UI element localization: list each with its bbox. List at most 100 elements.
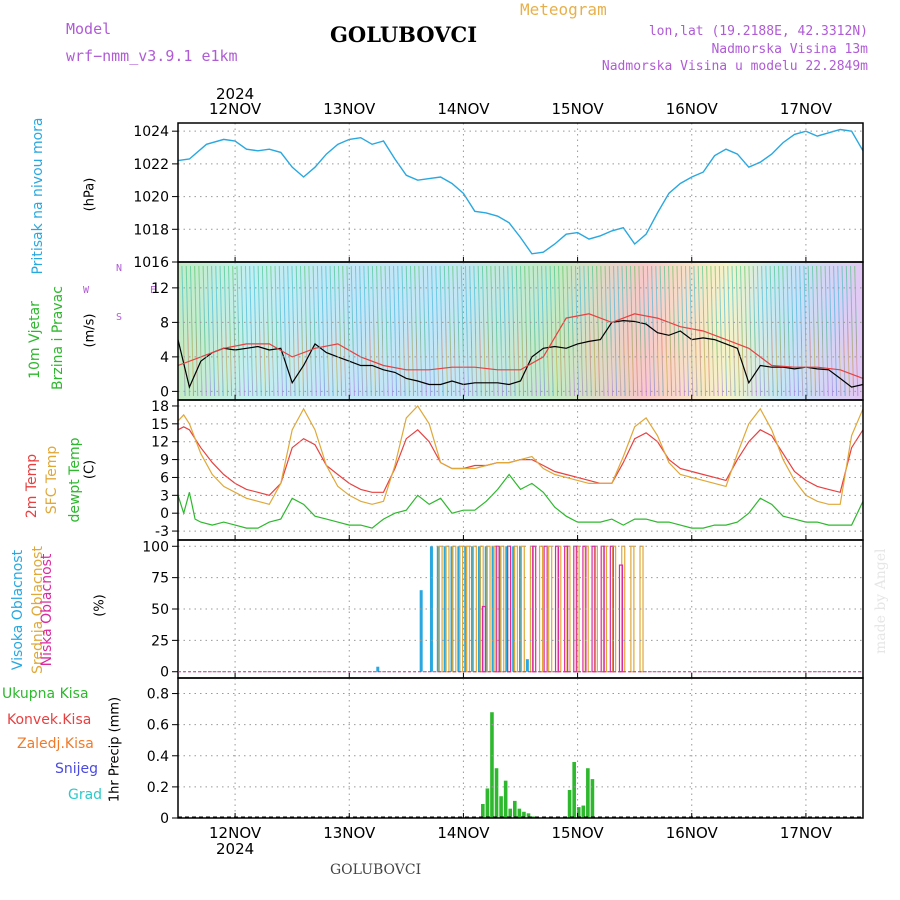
wind-barb	[765, 265, 770, 397]
legend-freezing-rain-text: Zaledj.Kisa	[17, 736, 94, 752]
wind-barb	[731, 265, 736, 397]
cloud-bar-high	[419, 590, 423, 672]
watermark: made by Angel	[873, 548, 889, 655]
wind-barb	[558, 265, 563, 397]
wind-barb	[625, 265, 630, 397]
wind-barb	[773, 265, 778, 397]
y-tick-label: 0	[160, 384, 169, 400]
wind-barb	[388, 265, 393, 397]
wind-barb	[718, 265, 723, 397]
precip-bar	[572, 762, 576, 818]
model-elevation: Nadmorska Visina u modelu 22.2849m	[601, 59, 868, 74]
wind-barb	[189, 265, 194, 397]
y-tick-label: 15	[151, 417, 169, 433]
y-tick-label: 3	[160, 488, 169, 504]
wind-barb	[185, 265, 190, 397]
wind-barb	[435, 265, 440, 397]
y-tick-label: 0.2	[147, 780, 169, 796]
day-label-bottom: 15NOV	[552, 824, 605, 842]
wind-barb	[676, 265, 681, 397]
panel-frame	[177, 122, 864, 263]
compass-north: N	[116, 263, 123, 274]
wind-barb	[494, 265, 499, 397]
day-label-top: 13NOV	[323, 100, 376, 118]
wind-barb	[570, 265, 575, 397]
compass-east: E	[150, 285, 157, 296]
day-label-top: 12NOV	[209, 100, 262, 118]
model-name: wrf−nmm_v3.9.1 e1km	[66, 47, 238, 65]
footer-station: GOLUBOVCI	[330, 862, 422, 878]
wind-barb	[710, 265, 715, 397]
wind-barb	[181, 265, 186, 397]
precip-bar	[586, 768, 590, 818]
wind-barb	[549, 265, 554, 397]
cloud-bar-high	[471, 546, 475, 672]
cloud-bar	[520, 545, 525, 673]
y-tick-label: 8	[160, 315, 169, 331]
precip-bar	[517, 808, 522, 818]
cloud-bar	[481, 605, 487, 673]
cloud-bar-high	[376, 666, 380, 672]
wind-barb	[613, 265, 618, 397]
wind-barb	[278, 265, 283, 397]
wind-barb	[426, 265, 431, 397]
legend-convective-rain-text: Konvek.Kisa	[7, 712, 92, 728]
y-tick-label: 1016	[133, 255, 169, 271]
wind-barb	[215, 265, 220, 397]
wind-barb	[283, 265, 288, 397]
wind-barb	[312, 265, 317, 397]
wind-barb	[228, 265, 233, 397]
wind-barb	[346, 265, 351, 397]
wind-barb	[464, 265, 469, 397]
wind-barb	[219, 265, 224, 397]
wind-barb	[333, 265, 338, 397]
precip-bar	[522, 811, 526, 818]
wind-barb	[418, 265, 423, 397]
cloud-bar	[618, 564, 624, 673]
wind-barb	[443, 265, 448, 397]
cloud-bar	[630, 545, 635, 673]
wind-barb	[769, 265, 774, 397]
day-label-bottom: 14NOV	[437, 824, 490, 842]
legend-total-rain-text: Ukupna Kisa	[2, 686, 89, 702]
y-tick-label: 0.8	[147, 687, 169, 703]
wind-barb	[409, 265, 414, 397]
wind-barb	[685, 265, 690, 397]
series-line-wind-speed	[177, 313, 864, 379]
precip-bar	[581, 805, 586, 818]
wind-barb	[714, 265, 719, 397]
wind-barb	[257, 265, 262, 397]
wind-barb	[824, 265, 829, 397]
wind-barb	[841, 265, 846, 397]
wind-barb	[515, 265, 520, 397]
wind-barb	[600, 265, 605, 397]
cloud-bar	[564, 545, 569, 673]
wind-barb	[790, 265, 795, 397]
compass-west: W	[83, 285, 90, 296]
wind-barb	[291, 265, 296, 397]
wind-barb	[663, 265, 668, 397]
wind-barb	[587, 265, 592, 397]
wind-barb	[371, 265, 376, 397]
wind-barb	[566, 265, 571, 397]
precip-bar	[494, 768, 499, 818]
precip-bar	[485, 788, 490, 818]
wind-barb	[236, 265, 241, 397]
wind-barb	[350, 265, 355, 397]
wind-barb	[401, 265, 406, 397]
wind-barb	[820, 265, 825, 397]
day-label-top: 16NOV	[666, 100, 719, 118]
y-tick-label: 100	[142, 539, 169, 555]
wind-barb	[638, 265, 643, 397]
wind-barb	[274, 265, 279, 397]
wind-barb	[630, 265, 635, 397]
cloud-bar-high	[498, 546, 502, 672]
y-tick-label: 50	[151, 602, 169, 618]
cloud-bar	[591, 545, 596, 673]
cloud-bar	[548, 545, 553, 673]
wind-barb	[723, 265, 728, 397]
wind-barb	[308, 265, 313, 397]
wind-barb	[481, 265, 486, 397]
precip-bar	[499, 796, 503, 818]
